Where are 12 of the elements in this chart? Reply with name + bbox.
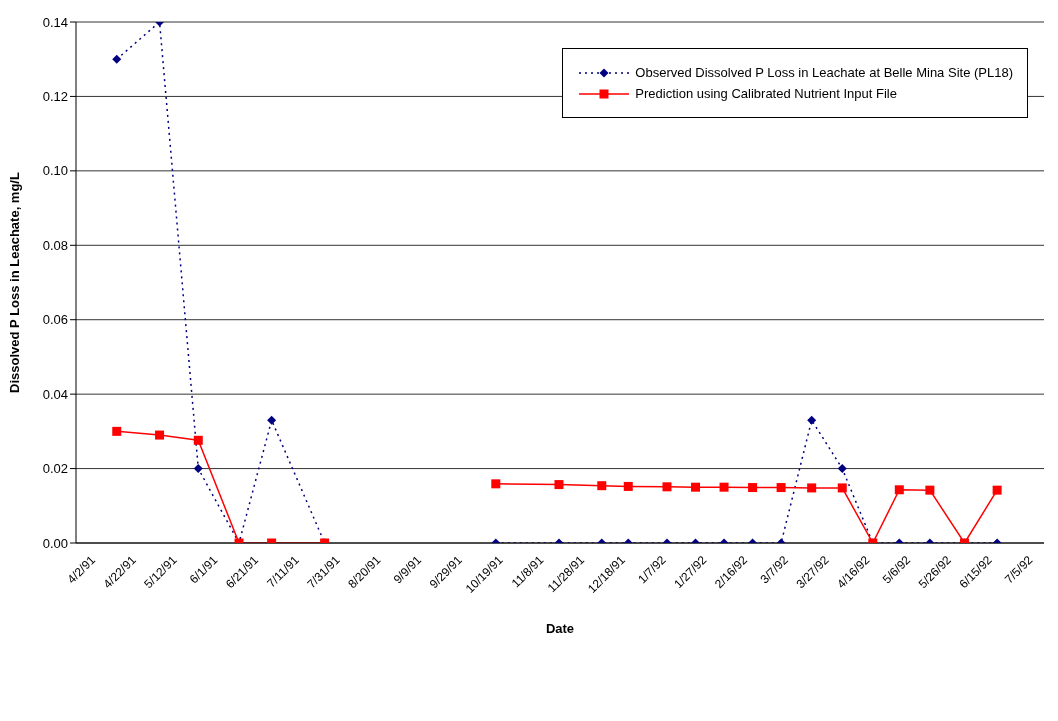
y-tick-label: 0.10 (42, 163, 68, 179)
y-tick-label: 0.08 (42, 237, 68, 253)
y-tick-label: 0.02 (42, 461, 68, 477)
y-tick-label: 0.04 (42, 386, 68, 402)
y-tick-label: 0.12 (42, 89, 68, 105)
legend-label: Observed Dissolved P Loss in Leachate at Belle Mina Site (PL18) (635, 65, 1013, 80)
legend-label: Prediction using Calibrated Nutrient Input File (635, 86, 897, 101)
x-axis-title: Date (545, 621, 575, 636)
y-axis-title: Dissolved P Loss in Leachate, mg/L (6, 172, 22, 393)
y-tick-label: 0.06 (42, 312, 68, 328)
y-tick-label: 0.00 (42, 535, 68, 551)
y-tick-label: 0.14 (42, 14, 68, 30)
